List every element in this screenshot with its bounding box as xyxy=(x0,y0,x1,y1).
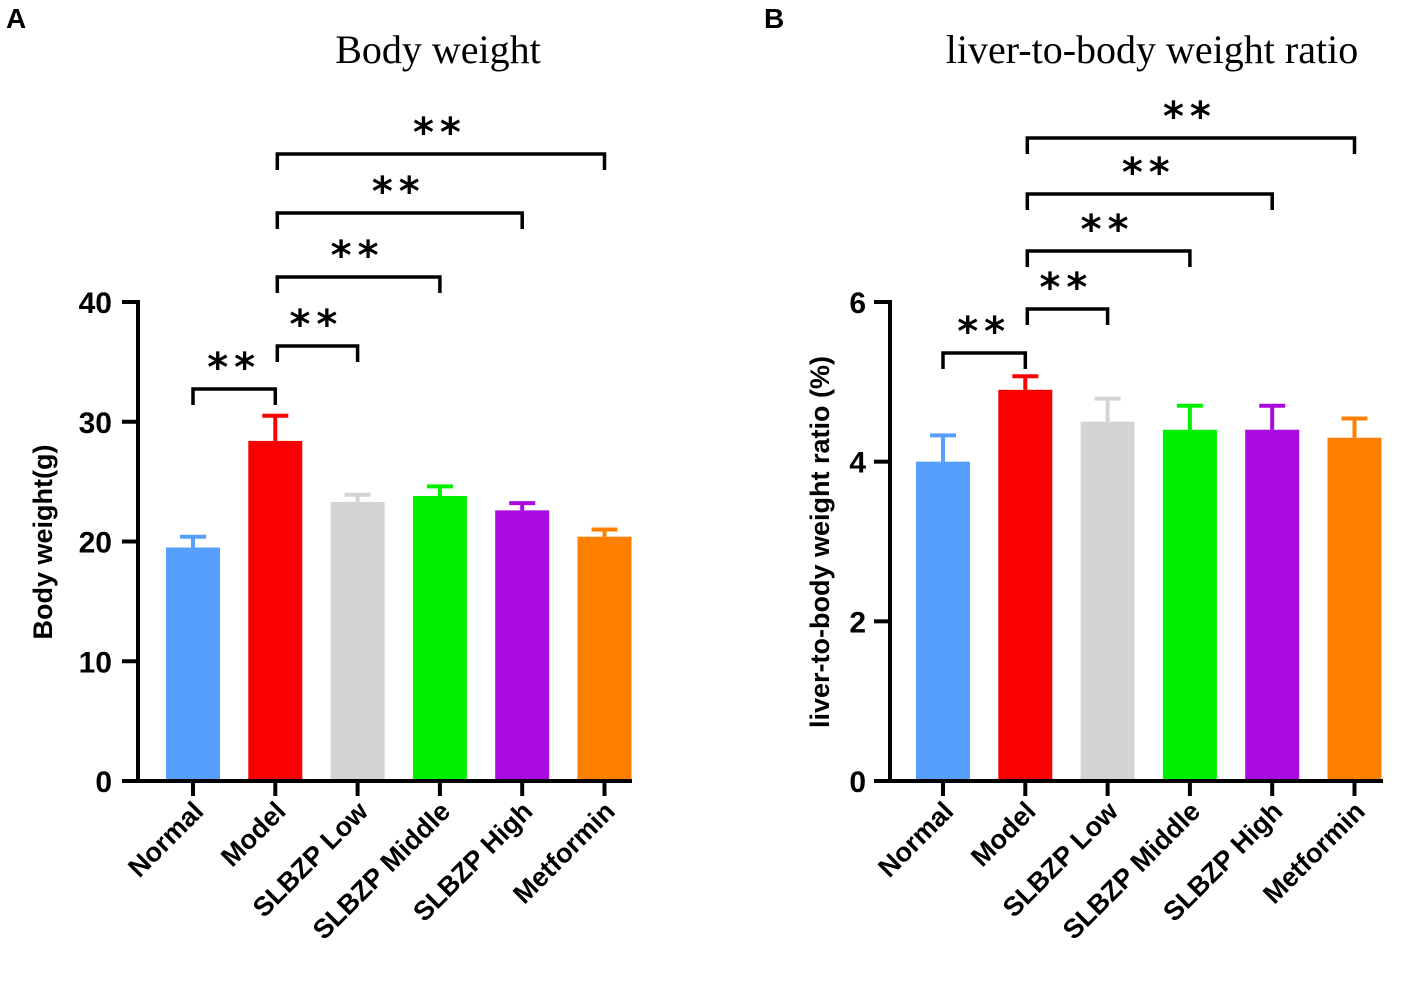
bar-slbzp-low xyxy=(330,501,385,781)
y-axis-label-b: liver-to-body weight ratio (%) xyxy=(805,356,835,728)
bar-model xyxy=(998,389,1053,781)
bar-metformin xyxy=(577,536,632,781)
significance-label-slbzp-high: ** xyxy=(1122,150,1176,196)
significance-bracket-slbzp-middle xyxy=(1025,249,1192,267)
y-tick-label-30: 30 xyxy=(79,407,112,440)
x-tick-label-normal: Normal xyxy=(872,796,959,883)
significance-label-slbzp-high: ** xyxy=(372,169,426,215)
bar-slbzp-middle xyxy=(412,495,467,781)
panel-label-a: A xyxy=(6,3,26,34)
panel-label-b: B xyxy=(764,3,784,34)
significance-label-slbzp-low: ** xyxy=(1040,265,1094,311)
significance-bracket-slbzp-low xyxy=(1025,307,1110,325)
y-tick-label-0: 0 xyxy=(95,766,112,799)
y-tick-label-40: 40 xyxy=(79,287,112,320)
y-tick-label-0: 0 xyxy=(849,766,866,799)
y-tick-label-20: 20 xyxy=(79,527,112,560)
significance-bracket-slbzp-high xyxy=(1025,192,1274,210)
significance-bracket-slbzp-middle xyxy=(275,275,442,293)
significance-bracket-slbzp-low xyxy=(275,344,360,362)
bar-metformin xyxy=(1327,437,1382,781)
significance-bracket-model xyxy=(941,351,1028,369)
significance-label-metformin: ** xyxy=(413,110,467,156)
x-tick-label-model: Model xyxy=(965,796,1041,872)
significance-label-slbzp-middle: ** xyxy=(331,233,385,279)
y-tick-label-2: 2 xyxy=(849,606,866,639)
x-tick-label-normal: Normal xyxy=(122,796,209,883)
significance-label-model: ** xyxy=(957,309,1011,355)
bar-normal xyxy=(166,547,220,781)
significance-bracket-slbzp-high xyxy=(275,211,524,229)
x-tick-label-model: Model xyxy=(215,796,291,872)
significance-label-slbzp-low: ** xyxy=(290,302,344,348)
significance-bracket-metformin xyxy=(275,152,607,170)
y-tick-label-6: 6 xyxy=(849,287,866,320)
bar-slbzp-high xyxy=(1245,429,1300,781)
y-tick-label-10: 10 xyxy=(79,646,112,679)
y-tick-label-4: 4 xyxy=(849,447,866,480)
bar-normal xyxy=(916,461,970,781)
significance-label-metformin: ** xyxy=(1163,94,1217,140)
panel-a: A Body weight Body weight(g) 0 10 20 30 40 No… xyxy=(6,3,632,945)
bar-slbzp-low xyxy=(1080,421,1135,781)
y-axis-label-a: Body weight(g) xyxy=(28,445,58,640)
significance-bracket-metformin xyxy=(1025,136,1357,154)
significance-bracket-model xyxy=(191,387,278,405)
bar-slbzp-high xyxy=(495,510,550,781)
significance-label-model: ** xyxy=(207,345,261,391)
panel-b: B liver-to-body weight ratio liver-to-bo… xyxy=(764,3,1383,945)
bar-model xyxy=(248,440,303,781)
significance-label-slbzp-middle: ** xyxy=(1081,207,1135,253)
chart-title-b: liver-to-body weight ratio xyxy=(946,27,1358,72)
bar-slbzp-middle xyxy=(1162,429,1217,781)
chart-title-a: Body weight xyxy=(335,27,541,72)
